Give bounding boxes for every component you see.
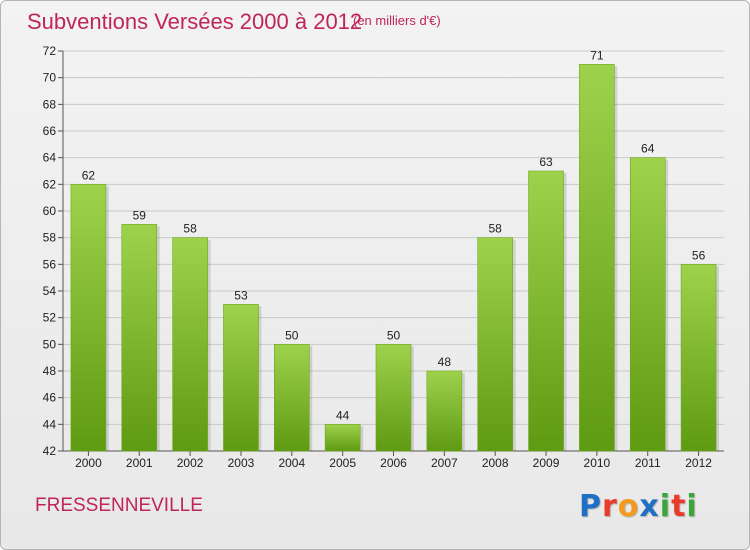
x-tick-label-2011: 2011 — [635, 456, 661, 470]
x-tick-label-2012: 2012 — [685, 456, 712, 470]
bar-2007 — [426, 370, 463, 452]
y-tick-label: 62 — [43, 177, 57, 191]
y-tick-label: 72 — [43, 44, 57, 58]
commune-name: FRESSENNEVILLE — [35, 495, 203, 516]
x-tick-label-2009: 2009 — [533, 456, 560, 470]
y-tick-label: 54 — [43, 284, 57, 298]
bars — [70, 64, 720, 452]
value-label-2008: 58 — [489, 222, 503, 236]
bar-2002 — [172, 237, 208, 452]
x-tick-label-2006: 2006 — [380, 456, 407, 470]
x-tick-label-2000: 2000 — [75, 456, 102, 470]
value-label-2000: 62 — [82, 168, 96, 182]
x-tick-label-2010: 2010 — [584, 456, 611, 470]
y-tick-label: 56 — [43, 257, 57, 271]
y-tick-label: 52 — [43, 311, 57, 325]
chart-subtitle: (en milliers d'€) — [353, 13, 441, 28]
value-label-2005: 44 — [336, 408, 350, 422]
value-label-2010: 71 — [590, 48, 604, 62]
y-tick-label: 50 — [43, 337, 57, 351]
bar-2001 — [121, 224, 158, 452]
value-label-2009: 63 — [539, 155, 553, 169]
y-tick-label: 58 — [43, 231, 57, 245]
y-tick-label: 64 — [43, 151, 57, 165]
y-tick-label: 66 — [43, 124, 57, 138]
value-label-2004: 50 — [285, 328, 299, 342]
value-label-2006: 50 — [387, 328, 401, 342]
y-tick-label: 48 — [43, 364, 57, 378]
x-tick-label-2004: 2004 — [278, 456, 305, 470]
y-tick-label: 42 — [43, 444, 57, 458]
x-tick-label-2008: 2008 — [482, 456, 509, 470]
bar-2004 — [274, 344, 310, 452]
value-label-2001: 59 — [133, 208, 147, 222]
bar-2006 — [375, 344, 412, 452]
bar-2011 — [629, 157, 666, 452]
y-tick-label: 70 — [43, 71, 57, 85]
data-labels: 62 59 58 53 50 44 50 48 58 63 71 64 56 — [82, 48, 706, 422]
bar-2000 — [70, 184, 107, 452]
bar-2008 — [477, 237, 513, 452]
bar-2010 — [579, 64, 615, 452]
x-tick-label-2002: 2002 — [177, 456, 204, 470]
y-tick-label: 46 — [43, 391, 57, 405]
value-label-2011: 64 — [641, 142, 655, 156]
x-tick-label-2007: 2007 — [431, 456, 458, 470]
value-label-2003: 53 — [234, 288, 248, 302]
x-tick-label-2003: 2003 — [228, 456, 255, 470]
y-tick-label: 60 — [43, 204, 57, 218]
value-label-2012: 56 — [692, 248, 706, 262]
bar-2003 — [223, 304, 259, 452]
proxiti-logo: Proxiti — [579, 489, 698, 524]
bar-2009 — [528, 170, 564, 452]
value-label-2007: 48 — [438, 355, 452, 369]
value-label-2002: 58 — [183, 222, 197, 236]
bar-2005 — [324, 424, 361, 452]
x-tick-label-2001: 2001 — [126, 456, 153, 470]
y-tick-label: 44 — [43, 417, 57, 431]
y-tick-label: 68 — [43, 97, 57, 111]
x-tick-label-2005: 2005 — [329, 456, 356, 470]
chart-title: Subventions Versées 2000 à 2012 — [27, 9, 363, 34]
bar-2012 — [680, 264, 717, 452]
